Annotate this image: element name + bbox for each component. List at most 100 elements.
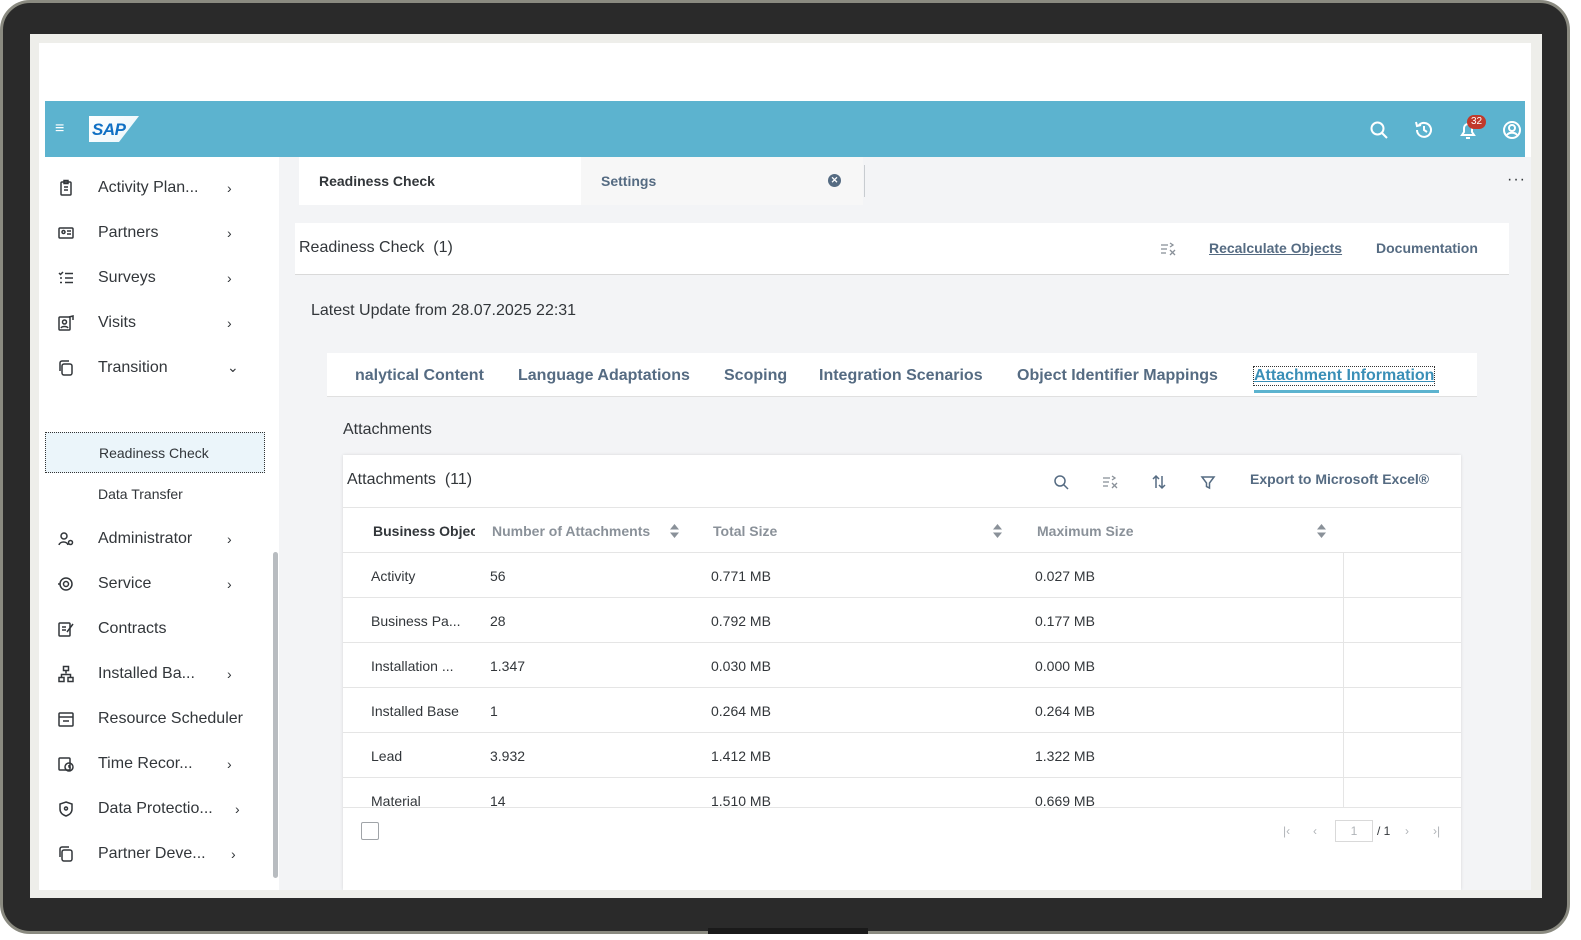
cell-maximum-size: 0.669 MB	[1035, 793, 1095, 809]
contract-icon	[57, 620, 75, 638]
previous-page-icon[interactable]: ‹	[1313, 824, 1317, 838]
chevron-right-icon: ›	[227, 665, 232, 682]
tab-analytical-content[interactable]: nalytical Content	[355, 367, 484, 384]
column-divider	[1343, 553, 1344, 808]
history-icon[interactable]	[1413, 119, 1435, 141]
column-header-business-object[interactable]: Business Objec	[373, 523, 475, 539]
attachments-table: Attachments (11) Export to Microsoft Exc…	[343, 455, 1461, 890]
tab-readiness-check[interactable]: Readiness Check	[299, 157, 581, 205]
chevron-right-icon: ›	[227, 224, 232, 241]
nav-label: Contracts	[98, 619, 167, 637]
tab-integration-scenarios[interactable]: Integration Scenarios	[819, 367, 983, 384]
shield-icon	[57, 800, 75, 818]
active-tab-indicator	[1254, 390, 1439, 393]
filter-icon[interactable]	[1199, 473, 1217, 491]
nav-item-surveys[interactable]: Surveys ›	[45, 255, 263, 300]
sort-toggle-icon[interactable]	[1316, 523, 1327, 539]
notifications-bell-icon[interactable]: 32	[1457, 115, 1487, 141]
sidebar-scrollbar[interactable]	[273, 552, 278, 878]
sort-toggle-icon[interactable]	[669, 523, 680, 539]
chevron-right-icon: ›	[231, 845, 236, 862]
nav-subitem-readiness-check[interactable]: Readiness Check	[45, 432, 265, 473]
table-row[interactable]: Installed Base 1 0.264 MB 0.264 MB	[343, 688, 1343, 733]
nav-label: Installed Ba...	[98, 664, 195, 682]
chevron-right-icon: ›	[227, 755, 232, 772]
page-total: / 1	[1377, 824, 1391, 838]
tab-object-identifier-mappings[interactable]: Object Identifier Mappings	[1017, 367, 1218, 384]
sap-logo-text: SAP	[92, 120, 126, 139]
nav-item-transition[interactable]: Transition ⌄	[45, 345, 263, 390]
clear-filter-icon[interactable]	[1159, 240, 1177, 258]
nav-item-activity-plan[interactable]: Activity Plan... ›	[45, 165, 263, 210]
cell-total-size: 0.264 MB	[711, 703, 771, 719]
survey-list-icon	[57, 269, 75, 287]
nav-item-visits[interactable]: Visits ›	[45, 300, 263, 345]
sort-icon[interactable]	[1150, 473, 1168, 491]
row-extra-cell	[1344, 598, 1461, 643]
tab-language-adaptations[interactable]: Language Adaptations	[518, 367, 690, 384]
table-header-row: Business Objec Number of Attachments Tot…	[343, 507, 1461, 553]
column-header-number-of-attachments[interactable]: Number of Attachments	[492, 523, 651, 539]
transition-icon	[57, 359, 75, 377]
recalculate-objects-button[interactable]: Recalculate Objects	[1209, 240, 1343, 256]
screen: ≡ SAP 32 Activity Plan... › Partners ›	[39, 43, 1531, 890]
nav-item-time-recording[interactable]: Time Recor... ›	[45, 741, 263, 786]
scheduler-icon	[57, 710, 75, 728]
cell-number-of-attachments: 1.347	[490, 658, 526, 674]
sap-logo[interactable]: SAP	[89, 116, 139, 142]
tab-settings[interactable]: Settings ✕	[581, 157, 863, 205]
last-page-icon[interactable]: ›|	[1433, 824, 1441, 838]
clear-filter-icon[interactable]	[1101, 473, 1119, 491]
page-number-input[interactable]: 1	[1335, 820, 1373, 842]
menu-icon[interactable]: ≡	[55, 120, 65, 137]
search-icon[interactable]	[1052, 473, 1070, 491]
nav-label: Readiness Check	[99, 444, 209, 461]
user-profile-icon[interactable]	[1501, 119, 1523, 141]
tab-label: Readiness Check	[319, 173, 435, 189]
nav-item-installed-base[interactable]: Installed Ba... ›	[45, 651, 263, 696]
nav-item-partner-development[interactable]: Partner Deve... ›	[45, 831, 263, 876]
cell-maximum-size: 1.322 MB	[1035, 748, 1095, 764]
cell-total-size: 0.771 MB	[711, 568, 771, 584]
next-page-icon[interactable]: ›	[1405, 824, 1409, 838]
nav-item-administrator[interactable]: Administrator ›	[45, 516, 263, 561]
table-row[interactable]: Activity 56 0.771 MB 0.027 MB	[343, 553, 1343, 598]
nav-item-data-protection[interactable]: Data Protectio... ›	[45, 786, 263, 831]
row-extra-cell	[1344, 688, 1461, 733]
section-title: Attachments	[343, 421, 432, 438]
row-extra-cell	[1344, 643, 1461, 688]
search-icon[interactable]	[1368, 119, 1390, 141]
nav-label: Transition	[98, 358, 168, 376]
tab-attachment-information[interactable]: Attachment Information	[1252, 366, 1436, 386]
latest-update-text: Latest Update from 28.07.2025 22:31	[311, 302, 577, 319]
nav-item-partners[interactable]: Partners ›	[45, 210, 263, 255]
close-tab-icon[interactable]: ✕	[828, 174, 841, 187]
nav-item-service[interactable]: Service ›	[45, 561, 263, 606]
table-title: Attachments (11)	[347, 471, 472, 489]
export-excel-button[interactable]: Export to Microsoft Excel®	[1250, 471, 1430, 487]
tab-scoping[interactable]: Scoping	[724, 367, 788, 384]
tab-label: Settings	[601, 173, 657, 189]
nav-subitem-data-transfer[interactable]: Data Transfer	[45, 473, 265, 514]
clipboard-icon	[57, 179, 75, 197]
nav-item-contracts[interactable]: Contracts	[45, 606, 263, 651]
more-options-icon[interactable]: ···	[1507, 171, 1526, 188]
table-title-count: (11)	[444, 471, 473, 488]
first-page-icon[interactable]: |‹	[1283, 824, 1291, 838]
select-all-checkbox[interactable]	[361, 822, 379, 840]
table-row[interactable]: Business Pa... 28 0.792 MB 0.177 MB	[343, 598, 1343, 643]
cell-total-size: 1.412 MB	[711, 748, 771, 764]
table-row[interactable]: Lead 3.932 1.412 MB 1.322 MB	[343, 733, 1343, 778]
column-header-total-size[interactable]: Total Size	[713, 523, 778, 539]
sub-tab-bar: nalytical Content Language Adaptations S…	[327, 353, 1477, 397]
cell-business-object: Installation ...	[371, 658, 454, 674]
nav-item-resource-scheduler[interactable]: Resource Scheduler	[45, 696, 263, 741]
column-header-maximum-size[interactable]: Maximum Size	[1037, 523, 1134, 539]
chevron-down-icon: ⌄	[227, 359, 239, 375]
cell-number-of-attachments: 1	[490, 703, 498, 719]
table-row[interactable]: Installation ... 1.347 0.030 MB 0.000 MB	[343, 643, 1343, 688]
documentation-button[interactable]: Documentation	[1376, 240, 1478, 256]
sort-toggle-icon[interactable]	[992, 523, 1003, 539]
table-footer: |‹ ‹ 1 / 1 › ›|	[343, 807, 1461, 847]
chevron-right-icon: ›	[227, 575, 232, 592]
